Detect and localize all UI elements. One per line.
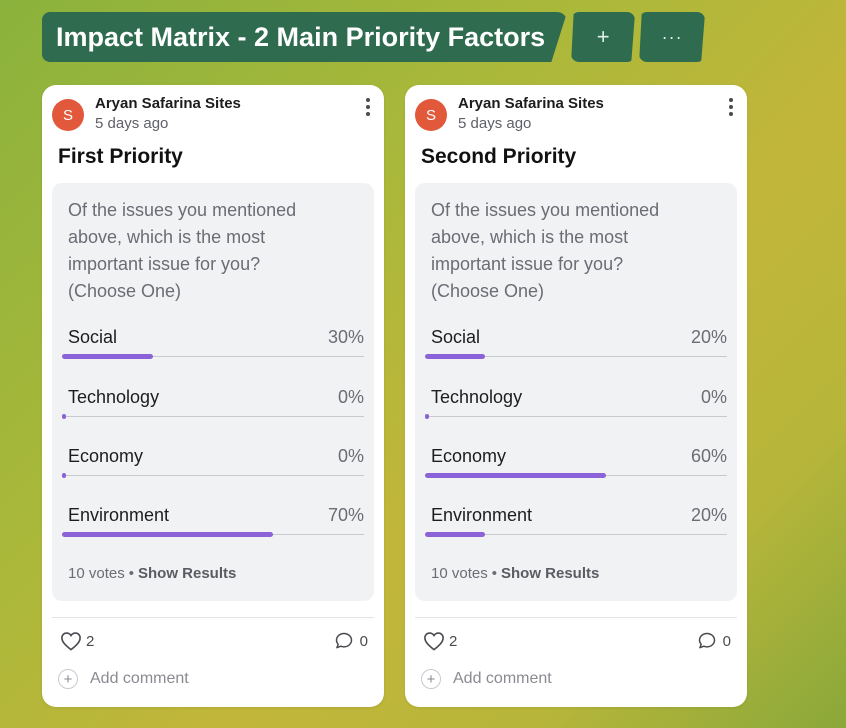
comment-icon xyxy=(335,632,352,649)
author-name: Aryan Safarina Sites xyxy=(458,95,604,112)
poll-option-label: Environment xyxy=(431,505,533,525)
poll-footer: 10 votes • Show Results xyxy=(431,565,600,582)
comment-icon xyxy=(698,632,715,649)
poll-option[interactable]: Environment 70% xyxy=(62,505,364,565)
poll-bar-track xyxy=(425,534,727,535)
divider xyxy=(415,617,737,618)
post-title: Second Priority xyxy=(421,145,577,168)
poll-option-percent: 20% xyxy=(690,505,727,525)
author-name: Aryan Safarina Sites xyxy=(95,95,241,112)
poll-bar-track xyxy=(62,356,364,357)
poll: Of the issues you mentioned above, which… xyxy=(52,183,374,601)
like-count: 2 xyxy=(449,632,458,650)
poll-bar-track xyxy=(425,356,727,357)
poll-bar-track xyxy=(62,475,364,476)
poll-option-percent: 70% xyxy=(327,505,364,525)
poll-option[interactable]: Technology 0% xyxy=(62,387,364,447)
author-row: S Aryan Safarina Sites 5 days ago xyxy=(415,95,737,137)
like-button[interactable]: 2 xyxy=(423,631,457,651)
post-card: S Aryan Safarina Sites 5 days ago Second… xyxy=(405,85,747,707)
poll-bar-track xyxy=(62,416,364,417)
plus-icon: + xyxy=(58,669,78,689)
poll-question: Of the issues you mentioned above, which… xyxy=(68,200,297,301)
ellipsis-icon: ··· xyxy=(661,26,683,47)
poll-option[interactable]: Environment 20% xyxy=(425,505,727,565)
poll-bar-fill xyxy=(62,473,66,478)
add-comment-input[interactable]: + Add comment xyxy=(58,669,189,689)
poll-option-percent: 30% xyxy=(327,327,364,347)
poll-option-label: Economy xyxy=(431,446,507,466)
plus-icon: + xyxy=(421,669,441,689)
poll-option-label: Technology xyxy=(68,387,160,407)
post-menu-icon[interactable] xyxy=(725,97,737,117)
poll-footer: 10 votes • Show Results xyxy=(68,565,237,582)
board-header: Impact Matrix - 2 Main Priority Factors … xyxy=(42,12,706,62)
add-comment-placeholder: Add comment xyxy=(90,670,189,687)
avatar[interactable]: S xyxy=(415,99,447,131)
like-button[interactable]: 2 xyxy=(60,631,94,651)
author-row: S Aryan Safarina Sites 5 days ago xyxy=(52,95,374,137)
post-timestamp: 5 days ago xyxy=(95,115,169,132)
comment-button[interactable]: 0 xyxy=(697,631,731,651)
more-options-button[interactable]: ··· xyxy=(639,12,706,62)
add-post-button[interactable]: + xyxy=(571,12,636,62)
poll-option-percent: 0% xyxy=(337,387,364,407)
poll-bar-fill xyxy=(62,354,153,359)
plus-icon: + xyxy=(596,24,610,49)
poll: Of the issues you mentioned above, which… xyxy=(415,183,737,601)
poll-option-percent: 0% xyxy=(700,387,727,407)
poll-option-percent: 0% xyxy=(337,446,364,466)
comment-count: 0 xyxy=(722,632,731,650)
poll-question: Of the issues you mentioned above, which… xyxy=(431,200,660,301)
like-count: 2 xyxy=(86,632,95,650)
heart-icon xyxy=(424,632,444,651)
poll-option[interactable]: Technology 0% xyxy=(425,387,727,447)
poll-bar-track xyxy=(425,416,727,417)
post-timestamp: 5 days ago xyxy=(458,115,532,132)
poll-option-label: Economy xyxy=(68,446,144,466)
poll-option[interactable]: Social 30% xyxy=(62,327,364,387)
poll-bar-fill xyxy=(425,414,429,419)
post-menu-icon[interactable] xyxy=(362,97,374,117)
avatar[interactable]: S xyxy=(52,99,84,131)
poll-option-label: Environment xyxy=(68,505,170,525)
poll-option[interactable]: Economy 60% xyxy=(425,446,727,506)
poll-bar-fill xyxy=(62,414,66,419)
poll-option[interactable]: Economy 0% xyxy=(62,446,364,506)
add-comment-input[interactable]: + Add comment xyxy=(421,669,552,689)
poll-option-percent: 60% xyxy=(690,446,727,466)
comment-button[interactable]: 0 xyxy=(334,631,368,651)
poll-option-label: Technology xyxy=(431,387,523,407)
poll-bar-fill xyxy=(425,354,486,359)
heart-icon xyxy=(61,632,81,651)
board-title[interactable]: Impact Matrix - 2 Main Priority Factors xyxy=(42,12,568,62)
vote-count: 10 votes xyxy=(68,565,125,582)
poll-option-label: Social xyxy=(431,327,481,347)
divider xyxy=(52,617,374,618)
poll-bar-fill xyxy=(425,473,607,478)
add-comment-placeholder: Add comment xyxy=(453,670,552,687)
vote-count: 10 votes xyxy=(431,565,488,582)
poll-option[interactable]: Social 20% xyxy=(425,327,727,387)
show-results-link[interactable]: Show Results xyxy=(500,565,600,582)
poll-bar-fill xyxy=(62,532,274,537)
post-card: S Aryan Safarina Sites 5 days ago First … xyxy=(42,85,384,707)
show-results-link[interactable]: Show Results xyxy=(137,565,237,582)
post-title: First Priority xyxy=(58,145,183,168)
poll-option-percent: 20% xyxy=(690,327,727,347)
poll-option-label: Social xyxy=(68,327,118,347)
poll-bar-fill xyxy=(425,532,486,537)
comment-count: 0 xyxy=(359,632,368,650)
